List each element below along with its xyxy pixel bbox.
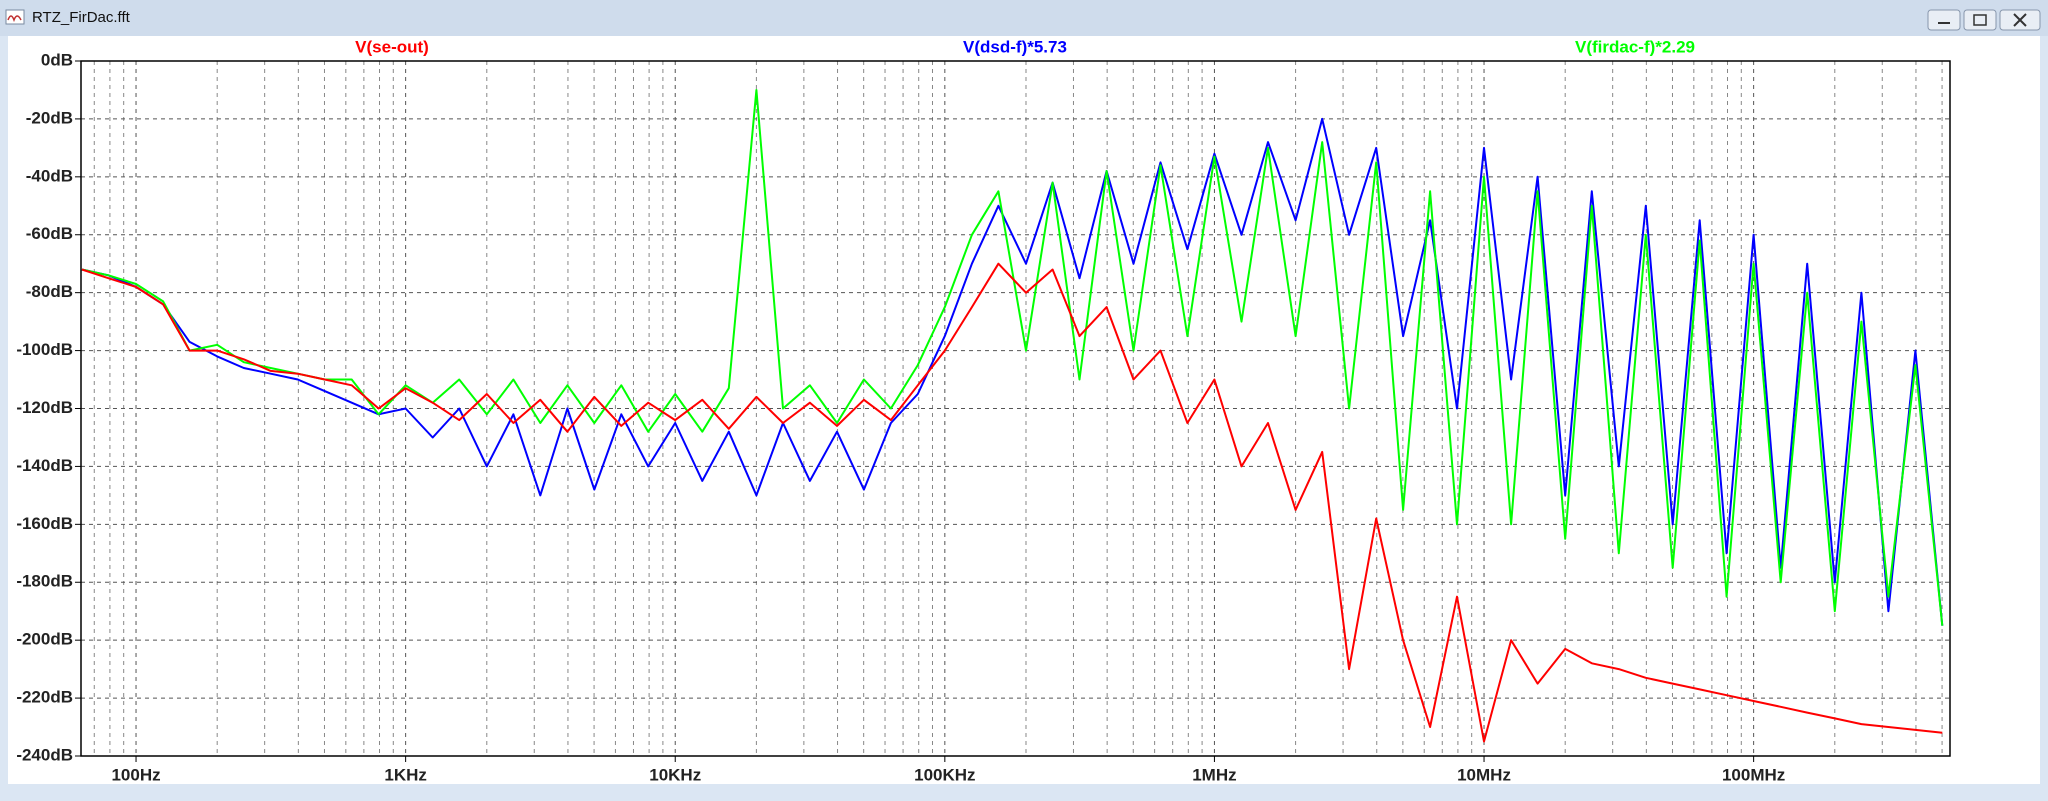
y-tick-label: -160dB [16,514,73,533]
y-tick-label: -220dB [16,688,73,707]
legend-entry: V(dsd-f)*5.73 [963,37,1067,56]
trace [81,89,1944,626]
window-title: RTZ_FirDac.fft [32,9,131,26]
y-tick-label: -80dB [26,282,73,301]
x-tick-label: 100KHz [914,765,975,784]
y-tick-label: -240dB [16,745,73,764]
title-bar [0,0,2048,36]
y-tick-label: -180dB [16,572,73,591]
x-tick-label: 10KHz [649,765,701,784]
x-tick-label: 1KHz [384,765,427,784]
close-icon [2013,13,2027,27]
y-tick-label: -60dB [26,224,73,243]
y-tick-label: -20dB [26,108,73,127]
window-icon-wave [7,15,22,23]
minimize-button[interactable] [1927,9,1961,31]
restore-button[interactable] [1963,9,1997,31]
x-tick-label: 1MHz [1192,765,1236,784]
trace [81,117,1944,626]
y-tick-label: 0dB [41,50,73,69]
x-tick-label: 10MHz [1457,765,1511,784]
grid [81,60,1950,757]
y-tick-label: -40dB [26,166,73,185]
labels: 100Hz 1KHz 10KHz 100KHz 1MHz 10MHz 100MHz 0dB -2… [16,37,1785,784]
plot-window [8,36,2040,784]
y-tick-label: -100dB [16,340,73,359]
y-tick-label: -140dB [16,456,73,475]
y-tick-label: -200dB [16,630,73,649]
legend-entry: V(se-out) [355,37,429,56]
trace [81,262,1943,743]
y-tick-label: -120dB [16,398,73,417]
legend-entry: V(firdac-f)*2.29 [1575,37,1695,56]
x-tick-label: 100Hz [111,765,160,784]
traces [81,89,1944,743]
x-tick-label: 100MHz [1722,765,1785,784]
restore-icon [1973,14,1987,26]
